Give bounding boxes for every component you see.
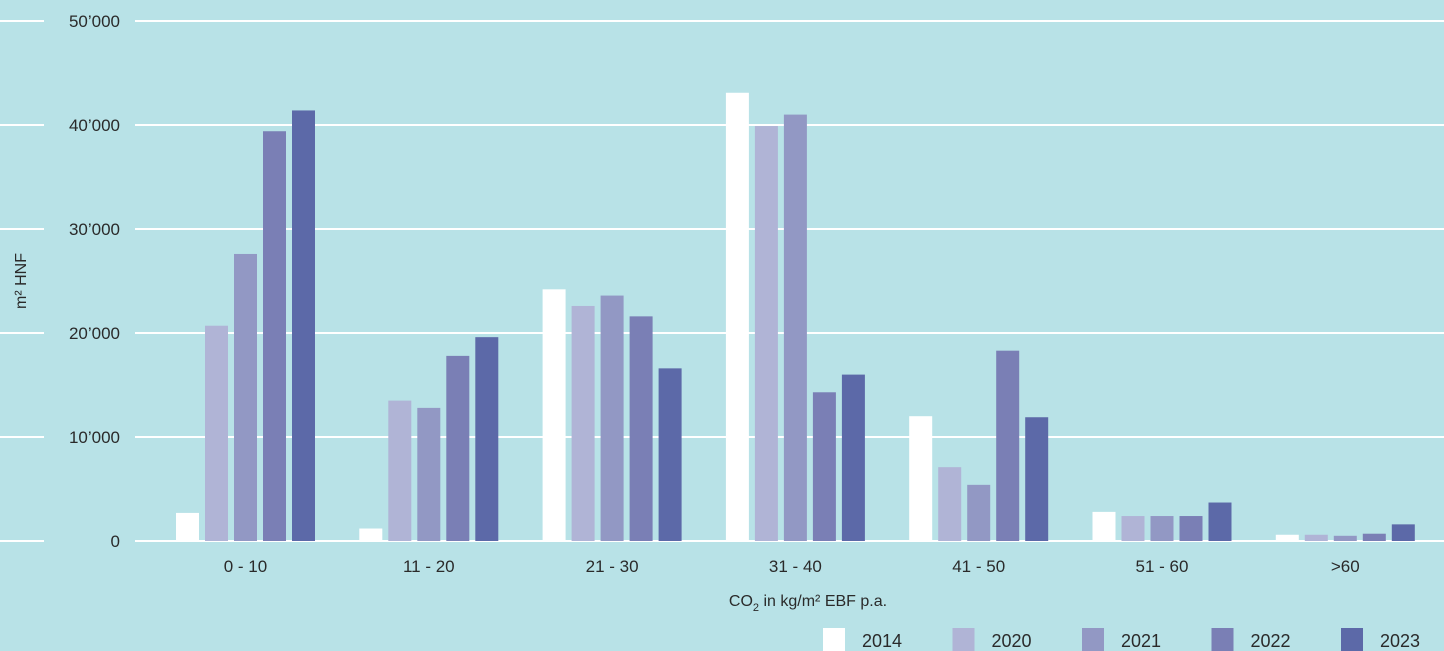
bar xyxy=(292,110,315,541)
x-axis-label-subscript: 2 xyxy=(753,602,759,614)
x-axis-label: CO2 in kg/m² EBF p.a. xyxy=(729,593,887,614)
legend-swatch xyxy=(1082,628,1104,651)
bar xyxy=(600,295,624,541)
bar xyxy=(1333,535,1357,541)
bar xyxy=(658,368,682,541)
legend-label: 2021 xyxy=(1121,631,1161,651)
x-axis-label-rest: in kg/m² EBF p.a. xyxy=(759,593,887,610)
bar xyxy=(446,355,470,541)
category-labels: 0 - 10 11 - 20 21 - 30 31 - 40 41 - 50 51 - 6… xyxy=(224,557,1360,576)
y-tick-label: 10’000 xyxy=(69,428,120,447)
bar xyxy=(571,305,595,541)
bar xyxy=(725,92,749,541)
x-tick-label: 51 - 60 xyxy=(1136,557,1189,576)
legend-swatch xyxy=(1211,628,1234,651)
bar xyxy=(263,131,286,542)
bar xyxy=(1179,516,1203,541)
bar xyxy=(475,337,499,541)
bar xyxy=(542,289,566,541)
x-tick-label: 41 - 50 xyxy=(952,557,1005,576)
x-tick-label: 0 - 10 xyxy=(224,557,267,576)
bar xyxy=(996,350,1020,541)
bar xyxy=(783,114,807,541)
legend-label: 2023 xyxy=(1380,631,1420,651)
legend-swatch xyxy=(1341,628,1363,651)
x-tick-label: 21 - 30 xyxy=(586,557,639,576)
bar xyxy=(1121,516,1145,541)
bar xyxy=(754,126,778,541)
x-tick-label: 31 - 40 xyxy=(769,557,822,576)
legend-swatch xyxy=(952,628,975,651)
bar xyxy=(1304,534,1328,541)
y-tick-label: 0 xyxy=(111,532,120,551)
bar xyxy=(176,512,199,541)
bar xyxy=(388,400,412,541)
bar xyxy=(359,528,383,541)
bar xyxy=(1092,511,1116,541)
x-axis-label-main: CO xyxy=(729,593,753,610)
x-tick-label: >60 xyxy=(1331,557,1360,576)
bar xyxy=(938,467,962,541)
bar xyxy=(1275,534,1299,541)
legend-label: 2022 xyxy=(1251,631,1291,651)
bar xyxy=(1025,417,1049,541)
y-axis-label: m² HNF xyxy=(13,253,30,309)
bar xyxy=(234,253,257,541)
y-tick-labels: 0 10’000 20’000 30’000 40’000 50’000 xyxy=(69,12,120,551)
y-tick-label: 20’000 xyxy=(69,324,120,343)
bar xyxy=(1150,516,1174,541)
y-tick-label: 40’000 xyxy=(69,116,120,135)
bar xyxy=(1391,524,1415,541)
bar xyxy=(1362,533,1386,541)
legend: 2014 2020 2021 2022 2023 xyxy=(823,628,1420,651)
bar xyxy=(417,407,441,541)
legend-swatch xyxy=(823,628,845,651)
bar xyxy=(629,316,653,541)
bars xyxy=(176,92,1415,542)
bar xyxy=(967,484,991,541)
bar xyxy=(205,325,228,541)
bar xyxy=(812,392,836,541)
y-tick-label: 50’000 xyxy=(69,12,120,31)
legend-label: 2020 xyxy=(992,631,1032,651)
bar xyxy=(1208,502,1232,541)
bar xyxy=(841,374,865,541)
bar xyxy=(909,416,933,541)
y-tick-label: 30’000 xyxy=(69,220,120,239)
x-tick-label: 11 - 20 xyxy=(403,557,455,576)
legend-label: 2014 xyxy=(862,631,902,651)
